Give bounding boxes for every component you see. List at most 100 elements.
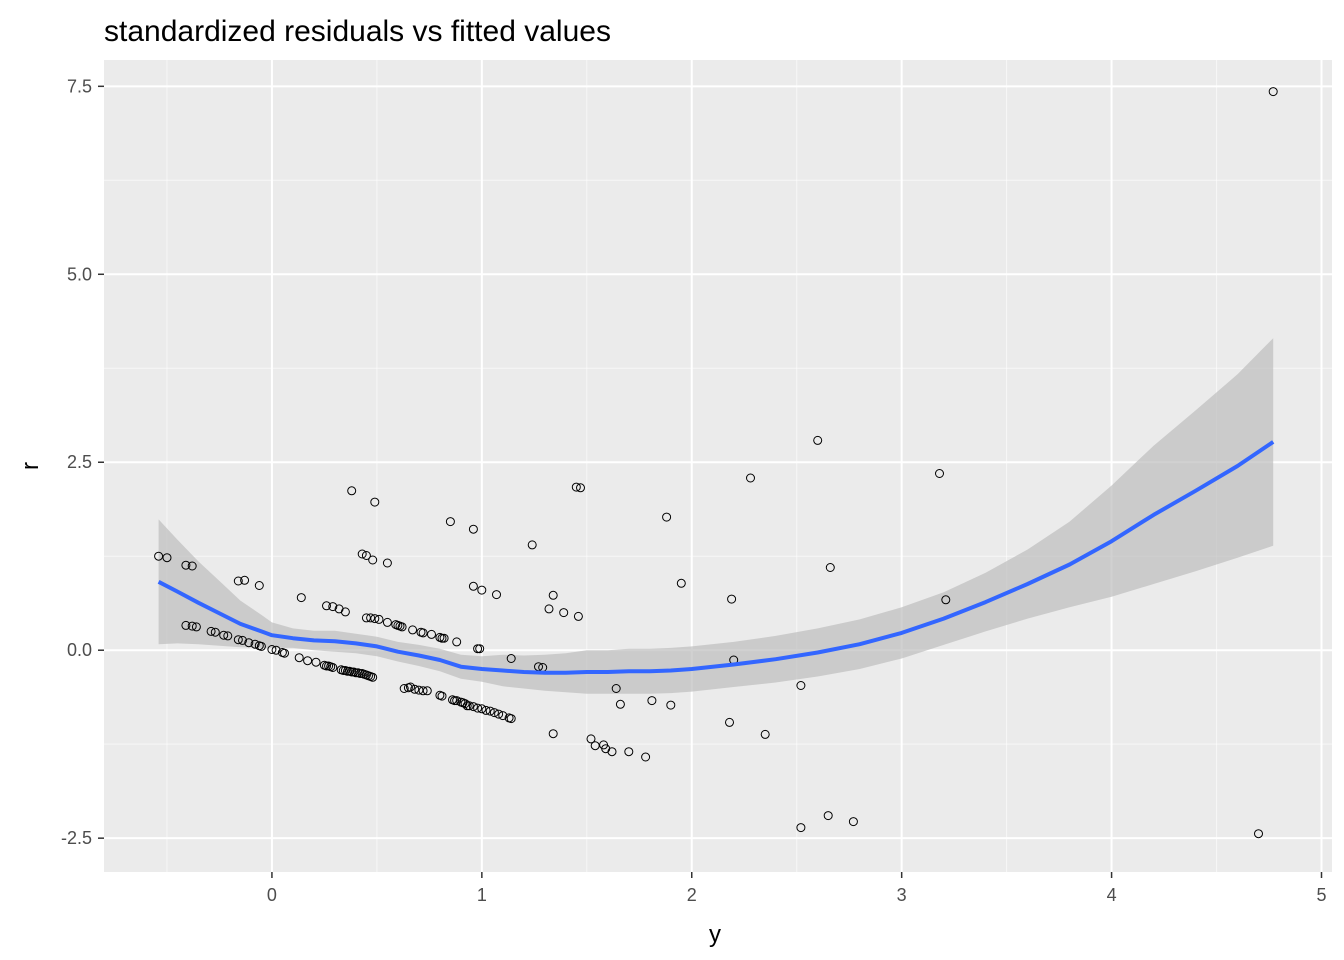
data-point [311, 657, 321, 667]
data-point [294, 653, 304, 663]
data-point [473, 644, 483, 654]
data-point [382, 558, 392, 568]
data-point [238, 635, 247, 645]
major-gridlines [104, 60, 1332, 872]
data-point [343, 666, 352, 676]
data-point [848, 817, 858, 827]
data-point [647, 696, 657, 706]
x-tick-label: 0 [267, 885, 277, 905]
data-point [485, 706, 495, 716]
data-point [548, 590, 558, 600]
data-point [725, 717, 734, 727]
data-point [527, 540, 537, 550]
data-point [506, 654, 516, 663]
data-point [368, 555, 378, 565]
data-point [233, 635, 243, 645]
data-point [607, 747, 617, 757]
data-point [437, 691, 447, 701]
data-point [355, 669, 365, 678]
data-point [154, 551, 164, 561]
data-point [468, 702, 478, 712]
data-point [206, 626, 216, 636]
data-point [450, 696, 460, 706]
data-point [399, 684, 409, 693]
y-tick-label: 0.0 [67, 640, 92, 660]
data-point [250, 639, 260, 649]
x-axis-title: y [709, 921, 721, 948]
data-point [624, 747, 634, 757]
x-tick-label: 3 [897, 885, 907, 905]
data-point [162, 553, 172, 563]
data-point [445, 517, 455, 527]
data-point [544, 604, 554, 614]
data-point [418, 628, 428, 638]
data-point [641, 752, 651, 762]
data-point [303, 656, 313, 666]
data-point [296, 593, 306, 603]
data-point [611, 684, 621, 693]
data-point [219, 630, 229, 640]
tick-labels: 0 1 2 3 4 5 -2.5 0.0 2.5 5.0 7.5 [61, 76, 1327, 905]
data-point [676, 578, 686, 588]
data-point [370, 497, 380, 507]
x-tick-label: 2 [687, 885, 697, 905]
data-point [489, 708, 499, 718]
x-tick-label: 1 [477, 885, 487, 905]
data-point [573, 611, 583, 621]
confidence-band [158, 338, 1274, 694]
data-point [452, 696, 462, 706]
data-point [181, 560, 191, 570]
data-point [468, 581, 478, 591]
data-point [256, 641, 266, 651]
data-point [427, 629, 436, 639]
data-point [477, 704, 487, 714]
data-point [576, 483, 585, 493]
data-point [366, 613, 376, 623]
data-point [210, 627, 220, 637]
data-point [322, 601, 331, 611]
data-point [328, 663, 338, 672]
data-point [437, 633, 447, 643]
data-point [187, 561, 197, 571]
data-point [244, 638, 254, 648]
data-point [727, 594, 737, 604]
data-point [468, 524, 478, 534]
data-points [154, 87, 1278, 839]
data-point [796, 681, 806, 690]
data-point [223, 631, 233, 641]
data-point [1254, 829, 1263, 839]
data-point [559, 608, 569, 618]
data-point [410, 684, 420, 694]
data-point [187, 621, 197, 631]
y-tick-label: 2.5 [67, 452, 92, 472]
data-point [361, 551, 371, 560]
data-point [374, 614, 384, 624]
data-point [586, 734, 596, 744]
data-point [452, 637, 462, 647]
data-point [439, 633, 449, 643]
data-point [477, 585, 487, 595]
data-point [328, 602, 338, 612]
data-point [254, 581, 264, 590]
chart-title: standardized residuals vs fitted values [104, 15, 611, 48]
data-point [481, 705, 491, 715]
data-point [422, 686, 432, 696]
data-point [462, 701, 472, 711]
data-point [406, 682, 415, 692]
y-tick-label: 5.0 [67, 264, 92, 284]
data-point [662, 512, 672, 522]
data-point [941, 595, 951, 605]
data-point [1268, 87, 1278, 97]
data-point [464, 701, 474, 711]
data-point [494, 709, 504, 719]
data-point [492, 590, 501, 600]
data-point [347, 667, 357, 677]
data-point [357, 549, 367, 559]
data-point [475, 644, 485, 654]
data-point [351, 668, 361, 678]
data-point [571, 482, 581, 492]
data-point [370, 614, 380, 624]
data-point [397, 622, 407, 632]
data-point [267, 645, 277, 654]
